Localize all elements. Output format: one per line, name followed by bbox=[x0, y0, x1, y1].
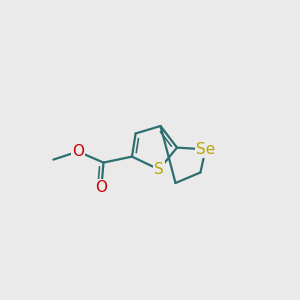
Text: O: O bbox=[72, 144, 84, 159]
Text: S: S bbox=[154, 162, 164, 177]
Text: Se: Se bbox=[196, 142, 215, 157]
Text: O: O bbox=[95, 180, 107, 195]
